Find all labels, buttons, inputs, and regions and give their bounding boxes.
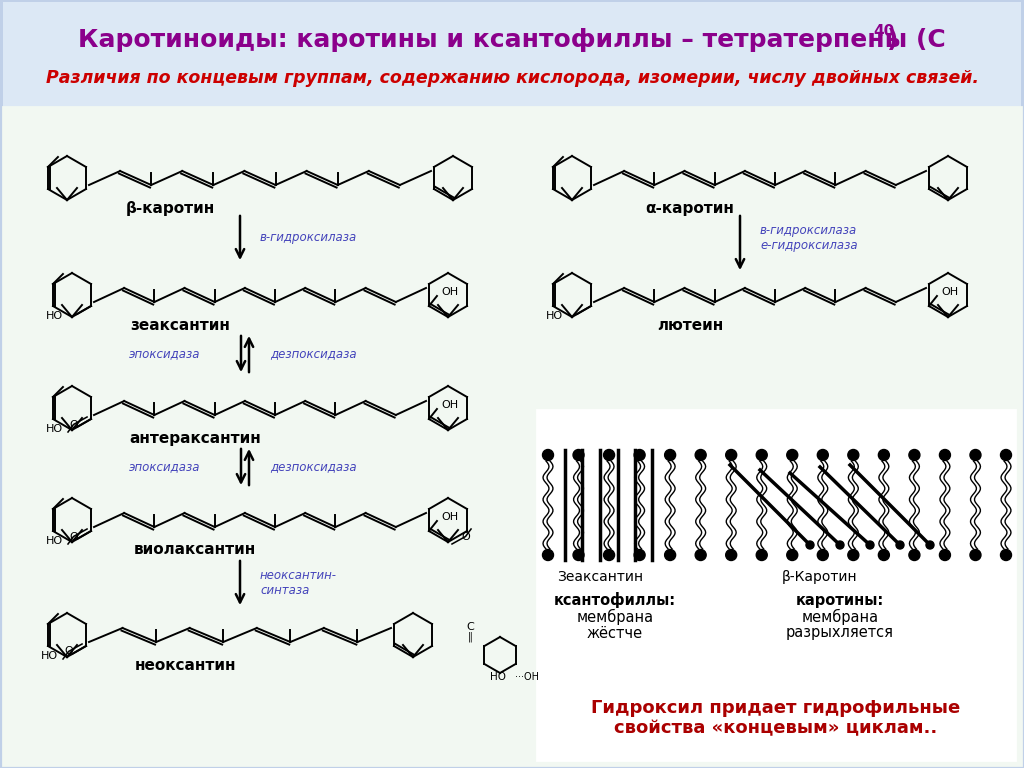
Text: HO: HO	[490, 672, 506, 682]
Circle shape	[726, 449, 736, 461]
Text: C: C	[466, 622, 474, 632]
Text: β-Каротин: β-Каротин	[782, 570, 858, 584]
Text: в-гидроксилаза: в-гидроксилаза	[260, 231, 357, 244]
Text: жёстче: жёстче	[587, 625, 643, 641]
Circle shape	[909, 449, 920, 461]
Text: Гидроксил придает гидрофильные: Гидроксил придает гидрофильные	[592, 699, 961, 717]
Circle shape	[634, 549, 645, 561]
Text: зеаксантин: зеаксантин	[130, 317, 230, 333]
Circle shape	[543, 549, 554, 561]
Text: O: O	[461, 531, 470, 541]
Text: HO: HO	[46, 311, 63, 321]
Circle shape	[806, 541, 814, 549]
Text: неоксантин: неоксантин	[134, 657, 236, 673]
Text: 40: 40	[873, 25, 894, 39]
Text: ···OH: ···OH	[515, 672, 539, 682]
Text: OH: OH	[441, 287, 458, 297]
Circle shape	[695, 549, 707, 561]
Text: Различия по концевым группам, содержанию кислорода, изомерии, числу двойных связ: Различия по концевым группам, содержанию…	[45, 69, 979, 87]
Circle shape	[726, 549, 736, 561]
Text: каротины:: каротины:	[796, 592, 884, 607]
Text: Зеаксантин: Зеаксантин	[557, 570, 643, 584]
Bar	[3, 107, 1021, 765]
Text: в-гидроксилаза
е-гидроксилаза: в-гидроксилаза е-гидроксилаза	[760, 224, 858, 252]
Circle shape	[573, 549, 584, 561]
Text: β-каротин: β-каротин	[125, 200, 215, 216]
Text: O: O	[70, 531, 78, 541]
Text: лютеин: лютеин	[656, 317, 723, 333]
Circle shape	[926, 541, 934, 549]
Circle shape	[848, 549, 859, 561]
Text: ксантофиллы:: ксантофиллы:	[554, 592, 676, 608]
Circle shape	[1000, 549, 1012, 561]
Text: антераксантин: антераксантин	[129, 431, 261, 445]
Circle shape	[896, 541, 904, 549]
Text: мембрана: мембрана	[802, 609, 879, 625]
Circle shape	[603, 449, 614, 461]
Circle shape	[786, 449, 798, 461]
Circle shape	[848, 449, 859, 461]
Text: ): )	[887, 28, 898, 52]
Circle shape	[970, 449, 981, 461]
Text: OH: OH	[441, 400, 458, 410]
Text: O: O	[65, 647, 73, 657]
Text: дезпоксидаза: дезпоксидаза	[270, 347, 356, 360]
Text: свойства «концевым» циклам..: свойства «концевым» циклам..	[614, 719, 938, 737]
Text: ‖: ‖	[468, 632, 472, 643]
Circle shape	[836, 541, 844, 549]
Circle shape	[695, 449, 707, 461]
Circle shape	[879, 549, 890, 561]
Circle shape	[909, 549, 920, 561]
Circle shape	[939, 449, 950, 461]
Circle shape	[634, 449, 645, 461]
Bar	[537, 410, 1015, 760]
Circle shape	[817, 449, 828, 461]
Text: Каротиноиды: каротины и ксантофиллы – тетратерпены (С: Каротиноиды: каротины и ксантофиллы – те…	[78, 28, 946, 52]
Circle shape	[543, 449, 554, 461]
Text: неоксантин-
синтаза: неоксантин- синтаза	[260, 569, 337, 597]
Text: HO: HO	[546, 311, 563, 321]
Text: HO: HO	[46, 536, 63, 546]
Circle shape	[866, 541, 874, 549]
Bar	[3, 2, 1021, 107]
Circle shape	[879, 449, 890, 461]
Circle shape	[817, 549, 828, 561]
Circle shape	[1000, 449, 1012, 461]
Text: OH: OH	[941, 287, 958, 297]
Circle shape	[786, 549, 798, 561]
Text: эпоксидаза: эпоксидаза	[128, 461, 200, 474]
Circle shape	[757, 549, 767, 561]
Text: дезпоксидаза: дезпоксидаза	[270, 461, 356, 474]
Text: HO: HO	[46, 424, 63, 434]
Text: виолаксантин: виолаксантин	[134, 542, 256, 558]
Text: OH: OH	[441, 512, 458, 522]
Circle shape	[603, 549, 614, 561]
Circle shape	[665, 449, 676, 461]
Text: HO: HO	[41, 651, 58, 661]
Circle shape	[939, 549, 950, 561]
Text: мембрана: мембрана	[577, 609, 653, 625]
Circle shape	[573, 449, 584, 461]
Circle shape	[757, 449, 767, 461]
Text: O: O	[70, 419, 78, 429]
Text: эпоксидаза: эпоксидаза	[128, 347, 200, 360]
Text: разрыхляется: разрыхляется	[786, 625, 894, 641]
Circle shape	[970, 549, 981, 561]
Circle shape	[665, 549, 676, 561]
Text: α-каротин: α-каротин	[645, 200, 734, 216]
